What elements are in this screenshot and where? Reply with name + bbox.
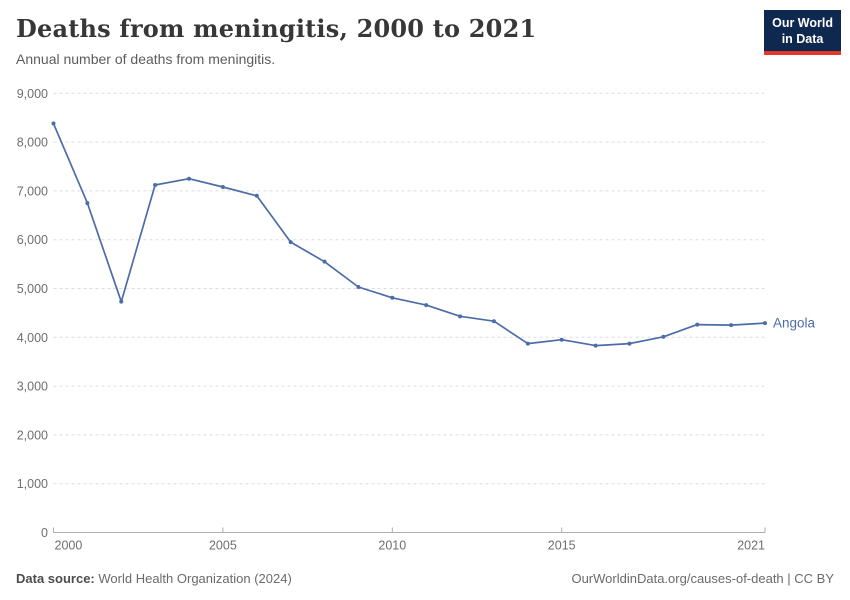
data-point[interactable] (458, 314, 463, 319)
y-axis-tick-label: 0 (41, 526, 48, 540)
owid-logo[interactable]: Our World in Data (764, 10, 841, 55)
data-point[interactable] (254, 193, 259, 198)
data-point[interactable] (220, 184, 225, 189)
series-line-angola[interactable] (52, 122, 766, 347)
data-source-label: Data source: (16, 571, 95, 587)
chart-header: Deaths from meningitis, 2000 to 2021 Ann… (16, 15, 740, 67)
y-axis-tick-label: 2,000 (17, 428, 48, 442)
y-axis-tick-label: 3,000 (17, 380, 48, 394)
attribution-link[interactable]: OurWorldinData.org/causes-of-death | CC … (571, 571, 834, 587)
data-point[interactable] (187, 176, 192, 181)
y-axis-tick-label: 5,000 (17, 282, 48, 296)
data-point[interactable] (525, 341, 530, 346)
data-point[interactable] (729, 323, 734, 328)
data-source-value: World Health Organization (2024) (98, 571, 292, 587)
data-point[interactable] (424, 303, 429, 308)
data-point[interactable] (763, 321, 767, 326)
chart-footer: Data source: World Health Organization (… (16, 571, 834, 587)
data-point[interactable] (119, 299, 124, 304)
data-point[interactable] (356, 285, 361, 290)
chart-subtitle: Annual number of deaths from meningitis. (16, 50, 276, 67)
chart-title: Deaths from meningitis, 2000 to 2021 (16, 14, 537, 43)
data-point[interactable] (85, 201, 90, 206)
data-point[interactable] (593, 343, 598, 348)
x-axis-tick-label: 2021 (737, 539, 765, 553)
data-point[interactable] (627, 341, 632, 346)
data-point[interactable] (153, 183, 158, 188)
y-axis-tick-label: 7,000 (17, 184, 48, 198)
data-point[interactable] (51, 121, 56, 126)
x-axis-tick-label: 2005 (209, 539, 237, 553)
data-point[interactable] (390, 295, 395, 300)
owid-logo-line1: Our World (772, 16, 833, 30)
series-end-label-angola[interactable]: Angola (773, 316, 816, 331)
data-point[interactable] (661, 334, 666, 339)
y-axis-tick-label: 9,000 (17, 87, 48, 101)
data-point[interactable] (559, 337, 564, 342)
y-axis-tick-label: 1,000 (17, 477, 48, 491)
data-source: Data source: World Health Organization (… (16, 571, 292, 587)
x-axis-tick-label: 2010 (378, 539, 406, 553)
data-point[interactable] (322, 259, 327, 264)
y-axis-tick-label: 8,000 (17, 136, 48, 150)
x-axis-tick-label: 2000 (55, 539, 83, 553)
owid-logo-line2: in Data (781, 32, 824, 47)
y-axis-tick-label: 4,000 (17, 331, 48, 345)
data-point[interactable] (288, 240, 293, 245)
data-point[interactable] (695, 322, 700, 327)
data-point[interactable] (491, 319, 496, 324)
x-axis-tick-label: 2015 (548, 539, 576, 553)
y-axis-tick-label: 6,000 (17, 233, 48, 247)
